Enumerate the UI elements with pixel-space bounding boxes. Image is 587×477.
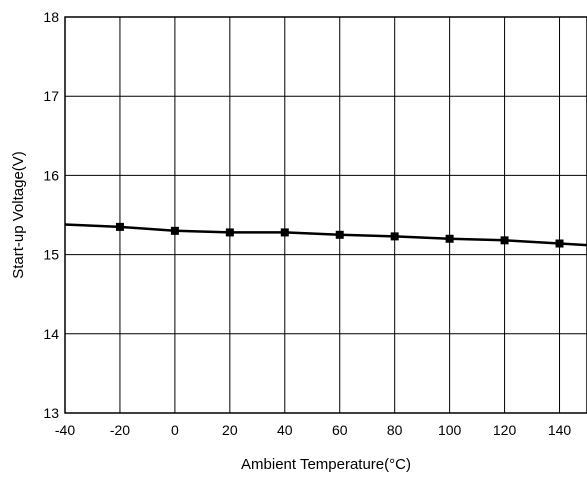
y-tick-labels: 13 14 15 16 17 18 <box>43 9 59 421</box>
y-tick-label: 13 <box>43 405 59 421</box>
x-tick-label: 40 <box>277 422 293 438</box>
y-tick-label: 18 <box>43 9 59 25</box>
x-tick-labels: -40 -20 0 20 40 60 80 100 120 140 <box>55 422 572 438</box>
data-point-marker <box>115 222 124 231</box>
x-gridlines <box>64 17 587 413</box>
plot-frame <box>64 16 587 414</box>
y-axis-title: Start-up Voltage(V) <box>10 151 27 279</box>
x-tick-label: 80 <box>387 422 403 438</box>
data-point-marker <box>500 236 509 245</box>
data-point-marker <box>280 228 289 237</box>
x-tick-label: 20 <box>222 422 238 438</box>
y-tick-label: 14 <box>43 326 59 342</box>
data-point-marker <box>555 239 564 248</box>
x-tick-label: 0 <box>171 422 179 438</box>
x-axis-title: Ambient Temperature(°C) <box>241 456 411 473</box>
data-point-marker <box>170 226 179 235</box>
data-point-marker <box>335 230 344 239</box>
y-tick-label: 16 <box>43 167 59 183</box>
x-tick-label: -20 <box>110 422 130 438</box>
x-tick-label: 120 <box>493 422 517 438</box>
data-point-marker <box>390 232 399 241</box>
x-tick-label: -40 <box>55 422 75 438</box>
series-line <box>64 223 587 247</box>
data-point-marker <box>445 234 454 243</box>
x-tick-label: 100 <box>438 422 462 438</box>
series-layer <box>64 222 587 248</box>
x-tick-label: 60 <box>332 422 348 438</box>
y-tick-label: 15 <box>43 247 59 263</box>
y-gridlines <box>65 16 587 414</box>
x-tick-label: 140 <box>548 422 572 438</box>
data-point-marker <box>225 228 234 237</box>
y-tick-label: 17 <box>43 88 59 104</box>
